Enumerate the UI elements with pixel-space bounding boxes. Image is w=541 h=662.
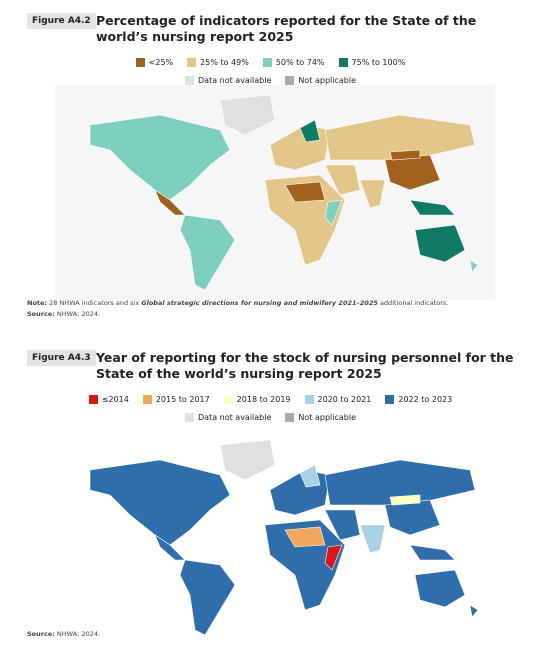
legend-item: 2018 to 2019 (223, 395, 291, 404)
legend-swatch (135, 58, 145, 67)
source-label: Source: (27, 310, 55, 318)
legend-item: Data not available (185, 413, 271, 422)
source: Source: NHWA; 2024. (27, 310, 100, 318)
figure-title: Year of reporting for the stock of nursi… (96, 350, 514, 381)
country-region (469, 604, 479, 618)
country-region (284, 526, 326, 548)
legend-row: <25% 25% to 49% 50% to 74% 75% to 100% (0, 58, 541, 67)
country-region (299, 464, 321, 488)
country-region (384, 154, 441, 191)
legend-item: Data not available (185, 76, 271, 85)
source: Source: NHWA; 2024. (27, 630, 100, 638)
country-region (324, 114, 476, 161)
country-region (269, 124, 331, 171)
country-region (89, 114, 231, 201)
legend-label: Not applicable (298, 76, 356, 85)
country-region (179, 214, 236, 291)
legend-swatch (285, 413, 295, 422)
country-region (154, 189, 186, 216)
country-region (384, 499, 441, 536)
legend-item: 50% to 74% (262, 58, 325, 67)
source-label: Source: (27, 630, 55, 638)
country-region (409, 199, 456, 216)
country-region (269, 469, 331, 516)
legend-label: Data not available (198, 413, 272, 422)
country-region (359, 179, 386, 209)
legend-swatch (223, 395, 233, 404)
world-map (55, 430, 495, 645)
legend-swatch (262, 58, 272, 67)
legend-item: ≤2014 (88, 395, 129, 404)
legend-swatch (285, 76, 295, 85)
legend-item: 75% to 100% (338, 58, 406, 67)
legend-label: 2015 to 2017 (155, 395, 210, 404)
country-region (324, 544, 343, 571)
country-region (389, 494, 421, 506)
world-map (55, 85, 495, 300)
country-region (264, 519, 346, 611)
note-emphasis: Global strategic directions for nursing … (141, 299, 378, 307)
country-region (409, 544, 456, 561)
legend-row: Data not available Not applicable (0, 76, 541, 85)
legend-label: 2020 to 2021 (317, 395, 372, 404)
note: Note: 28 NHWA indicators and six Global … (27, 299, 517, 307)
country-region (324, 164, 361, 196)
legend-label: 75% to 100% (351, 58, 406, 67)
country-region (299, 119, 321, 143)
legend-item: 2015 to 2017 (142, 395, 210, 404)
legend-item: <25% (135, 58, 174, 67)
legend-label: Not applicable (298, 413, 356, 422)
legend-item: 2020 to 2021 (304, 395, 372, 404)
legend-item: Not applicable (285, 76, 356, 85)
legend-swatch (142, 395, 152, 404)
country-region (264, 174, 346, 266)
legend-label: 25% to 49% (200, 58, 249, 67)
legend-swatch (338, 58, 348, 67)
legend-label: Data not available (198, 76, 272, 85)
legend-row: ≤2014 2015 to 2017 2018 to 2019 2020 to 202… (0, 395, 541, 404)
country-region (324, 459, 476, 506)
legend-label: 2018 to 2019 (236, 395, 291, 404)
country-region (154, 534, 186, 561)
legend-swatch (385, 395, 395, 404)
country-region (284, 181, 326, 203)
country-region (324, 199, 343, 226)
figure-label: Figure A4.3 (27, 350, 96, 366)
figure-title: Percentage of indicators reported for th… (96, 13, 477, 44)
legend-label: <25% (148, 58, 174, 67)
country-region (414, 569, 466, 608)
note-text: 28 NHWA indicators and six (49, 299, 140, 307)
country-region (324, 509, 361, 541)
source-text: NHWA; 2024. (56, 310, 101, 318)
country-region (389, 149, 421, 161)
country-region (219, 94, 276, 136)
legend-label: 2022 to 2023 (398, 395, 453, 404)
legend-swatch (304, 395, 314, 404)
source-text: NHWA; 2024. (56, 630, 101, 638)
legend-swatch (88, 395, 98, 404)
legend-swatch (187, 58, 197, 67)
country-region (414, 224, 466, 263)
country-region (179, 559, 236, 636)
legend-item: 2022 to 2023 (385, 395, 452, 404)
note-text-end: additional indicators. (379, 299, 449, 307)
legend-row: Data not available Not applicable (0, 413, 541, 422)
legend-label: ≤2014 (101, 395, 129, 404)
legend-item: 25% to 49% (187, 58, 249, 67)
note-label: Note: (27, 299, 48, 307)
country-region (219, 439, 276, 481)
legend-item: Not applicable (285, 413, 356, 422)
country-region (469, 259, 479, 273)
legend-label: 50% to 74% (275, 58, 325, 67)
country-region (89, 459, 231, 546)
legend-swatch (185, 413, 194, 422)
legend-swatch (185, 76, 194, 85)
country-region (359, 524, 386, 554)
figure-label: Figure A4.2 (27, 13, 96, 29)
